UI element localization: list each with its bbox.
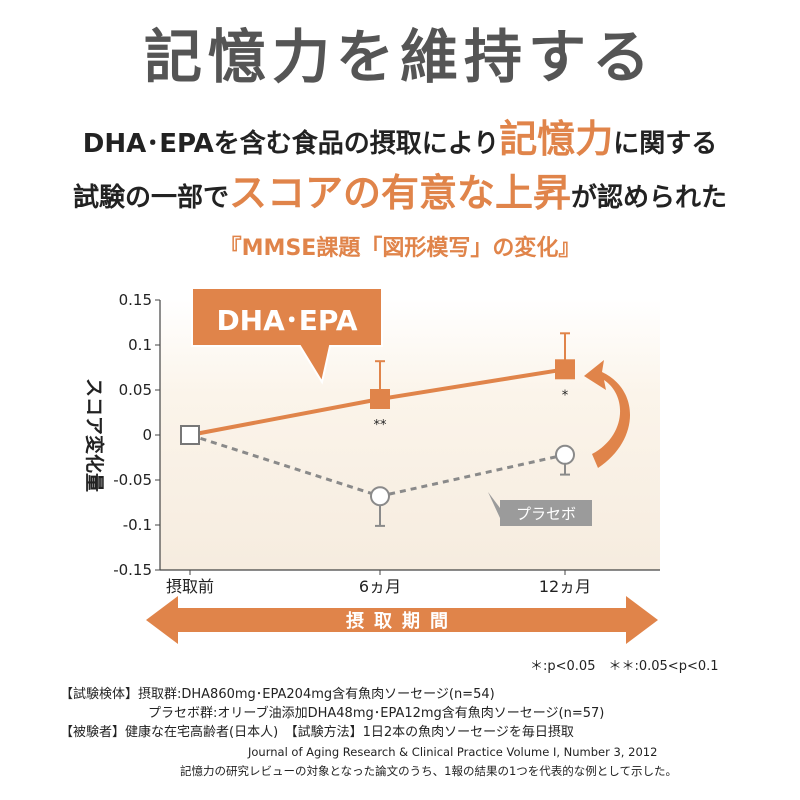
headline-text: に関する xyxy=(613,129,718,159)
spec-line-2: プラセボ群:オリーブ油添加DHA48mg･EPA12mg含有魚肉ソーセージ(n=… xyxy=(148,706,605,721)
y-tick-label: -0.05 xyxy=(113,471,152,489)
legend-label-dha-epa: DHA･EPA xyxy=(216,304,357,337)
headline-text: 試験の一部で xyxy=(72,183,229,213)
spec-line-3: 【被験者】健康な在宅高齢者(日本人) 【試験方法】1日2本の魚肉ソーセージを毎日… xyxy=(60,725,574,740)
data-point-placebo xyxy=(370,486,390,507)
y-tick-label: 0.05 xyxy=(119,381,152,399)
reference-citation: Journal of Aging Research & Clinical Pra… xyxy=(248,745,658,759)
significance-mark: ** xyxy=(374,418,388,433)
y-tick-label: -0.15 xyxy=(113,561,152,579)
headline-line-2: 試験の一部でスコアの有意な上昇が認められた xyxy=(0,162,800,217)
significance-mark: * xyxy=(562,388,569,403)
data-point-dha-epa xyxy=(370,389,390,409)
y-tick-label: 0 xyxy=(142,426,152,444)
period-arrow xyxy=(146,596,658,644)
legend-callout-dha-epa xyxy=(191,287,383,385)
headline-text: が認められた xyxy=(571,183,728,213)
page-title: 記憶力を維持する xyxy=(143,23,656,91)
legend-label-placebo: プラセボ xyxy=(516,505,576,523)
x-axis-label: 摂取期間 xyxy=(346,610,458,632)
data-point-placebo xyxy=(555,444,575,465)
x-tick-label: 摂取前 xyxy=(166,577,214,596)
headline-highlight: 記憶力 xyxy=(499,117,614,161)
legend-callout-placebo xyxy=(488,492,592,526)
reference-note: 記憶力の研究レビューの対象となった論文のうち、1報の結果の1つを代表的な例として… xyxy=(180,764,677,778)
data-point-dha-epa xyxy=(555,359,575,380)
upward-arrow-icon xyxy=(584,360,631,468)
y-axis-label: スコア変化量 xyxy=(83,378,106,492)
x-tick-label: 12ヵ月 xyxy=(539,577,591,596)
headline-highlight: スコアの有意な上昇 xyxy=(228,171,571,215)
spec-line-1: 【試験検体】摂取群:DHA860mg･EPA204mg含有魚肉ソーセージ(n=5… xyxy=(60,687,495,702)
chart-title: 『MMSE課題「図形模写」の変化』 xyxy=(219,236,581,261)
y-tick-label: 0.15 xyxy=(119,291,152,309)
significance-note: ＊:p<0.05 ＊＊:0.05<p<0.1 xyxy=(530,659,719,674)
headline-text: DHA･EPAを含む食品の摂取により xyxy=(82,129,500,159)
y-tick-label: 0.1 xyxy=(128,336,152,354)
x-tick-label: 6ヵ月 xyxy=(359,577,401,596)
headline-line-1: DHA･EPAを含む食品の摂取により記憶力に関する xyxy=(0,108,800,163)
data-point-baseline xyxy=(180,425,200,445)
y-tick-label: -0.1 xyxy=(123,516,152,534)
chart: 0.15 0.1 0.05 0 -0.05 -0.1 -0.15 摂取前 6ヵ月 12ヵ月 スコ… xyxy=(83,287,660,644)
